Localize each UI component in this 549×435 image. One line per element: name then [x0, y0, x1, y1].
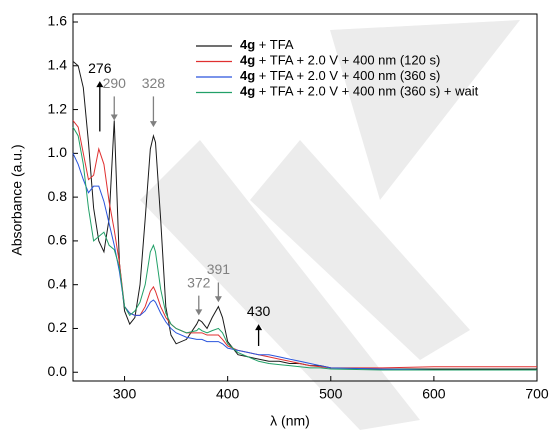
series-line: [72, 153, 537, 371]
y-tick-label: 0.0: [48, 363, 68, 379]
annotation-arrowhead: [195, 309, 203, 316]
annotation-label: 276: [88, 60, 112, 76]
y-tick-label: 1.4: [48, 56, 68, 72]
legend-label: 4g + TFA + 2.0 V + 400 nm (360 s) + wait: [240, 84, 479, 99]
x-tick-label: 700: [525, 386, 549, 402]
y-tick-label: 0.6: [48, 232, 68, 248]
y-tick-label: 0.2: [48, 319, 68, 335]
series-line: [72, 126, 537, 371]
annotation-arrowhead: [214, 296, 222, 303]
x-tick-label: 600: [422, 386, 446, 402]
annotation-arrowhead: [255, 324, 263, 331]
x-tick-label: 500: [319, 386, 343, 402]
annotation-label: 290: [103, 75, 127, 91]
x-tick-label: 300: [113, 386, 137, 402]
y-tick-label: 0.4: [48, 275, 68, 291]
y-tick-label: 1.6: [48, 13, 68, 29]
y-tick-label: 0.8: [48, 188, 68, 204]
annotation-label: 328: [142, 75, 166, 91]
annotation-label: 430: [247, 303, 271, 319]
x-axis-title: λ (nm): [270, 413, 310, 429]
annotation-arrowhead: [110, 114, 118, 121]
legend-label: 4g + TFA + 2.0 V + 400 nm (120 s): [240, 53, 440, 68]
legend-label: 4g + TFA: [240, 37, 294, 52]
y-axis-title: Absorbance (a.u.): [9, 144, 25, 255]
series-line: [72, 61, 537, 370]
annotation-label: 372: [187, 274, 211, 290]
y-tick-label: 1.2: [48, 100, 68, 116]
y-tick-label: 1.0: [48, 144, 68, 160]
annotation-arrowhead: [149, 121, 157, 128]
watermark: [140, 20, 520, 430]
annotation-arrowhead: [96, 81, 104, 88]
x-tick-label: 400: [216, 386, 240, 402]
legend-label: 4g + TFA + 2.0 V + 400 nm (360 s): [240, 68, 440, 83]
annotation-label: 391: [207, 261, 231, 277]
